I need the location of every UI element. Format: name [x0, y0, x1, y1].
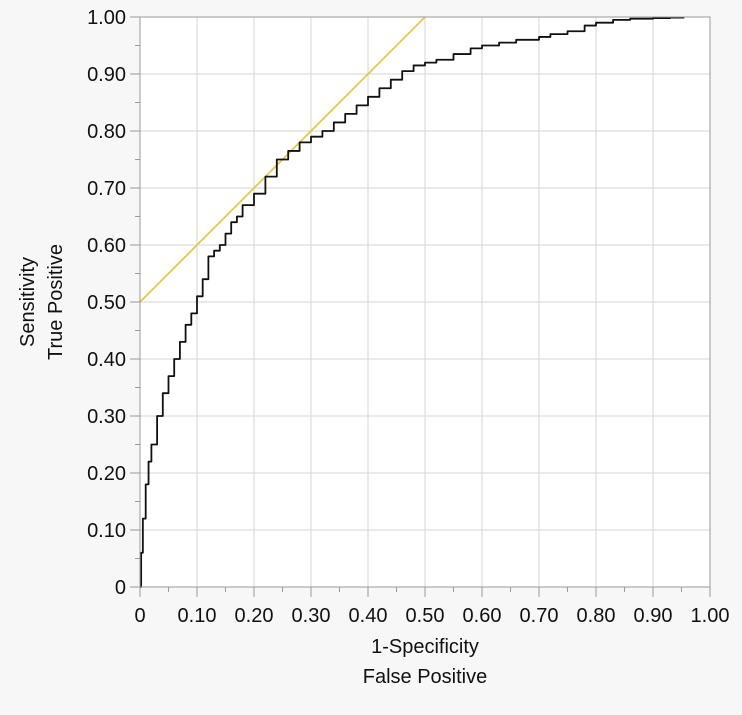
y-tick-label: 1.00 [87, 7, 126, 29]
y-axis-label-line-1: Sensitivity [17, 257, 39, 347]
y-tick-label: 0.40 [87, 349, 126, 371]
x-tick-label: 0.80 [577, 605, 616, 627]
x-axis-ticks: 0 0.10 0.20 0.30 0.40 0.50 0.60 0.70 0.80 0.90 1.0… [134, 587, 729, 627]
y-tick-label: 0.90 [87, 64, 126, 86]
x-tick-label: 0.90 [634, 605, 673, 627]
y-tick-label: 0.50 [87, 292, 126, 314]
y-tick-label: 0.70 [87, 178, 126, 200]
x-tick-label: 0.50 [406, 605, 445, 627]
x-tick-label: 0 [134, 605, 145, 627]
x-axis-label-line-1: 1-Specificity [371, 636, 479, 658]
series-lines [139, 16, 685, 588]
x-tick-label: 0.40 [349, 605, 388, 627]
x-tick-label: 0.10 [178, 605, 217, 627]
x-tick-label: 0.30 [292, 605, 331, 627]
y-tick-label: 0.80 [87, 121, 126, 143]
x-tick-label: 1.00 [691, 605, 730, 627]
y-axis-label-line-2: True Positive [45, 244, 67, 360]
roc-curve [140, 16, 685, 588]
x-tick-label: 0.70 [520, 605, 559, 627]
y-tick-label: 0.10 [87, 520, 126, 542]
minor-ticks [135, 45, 682, 592]
x-tick-label: 0.60 [463, 605, 502, 627]
y-axis-ticks: 0 0.10 0.20 0.30 0.40 0.50 0.60 0.70 0.80 0.90 1.0… [87, 7, 140, 599]
y-tick-label: 0.20 [87, 463, 126, 485]
x-tick-label: 0.20 [235, 605, 274, 627]
y-tick-label: 0.60 [87, 235, 126, 257]
y-tick-label: 0 [115, 577, 126, 599]
y-tick-label: 0.30 [87, 406, 126, 428]
x-axis-label-line-2: False Positive [363, 666, 488, 688]
